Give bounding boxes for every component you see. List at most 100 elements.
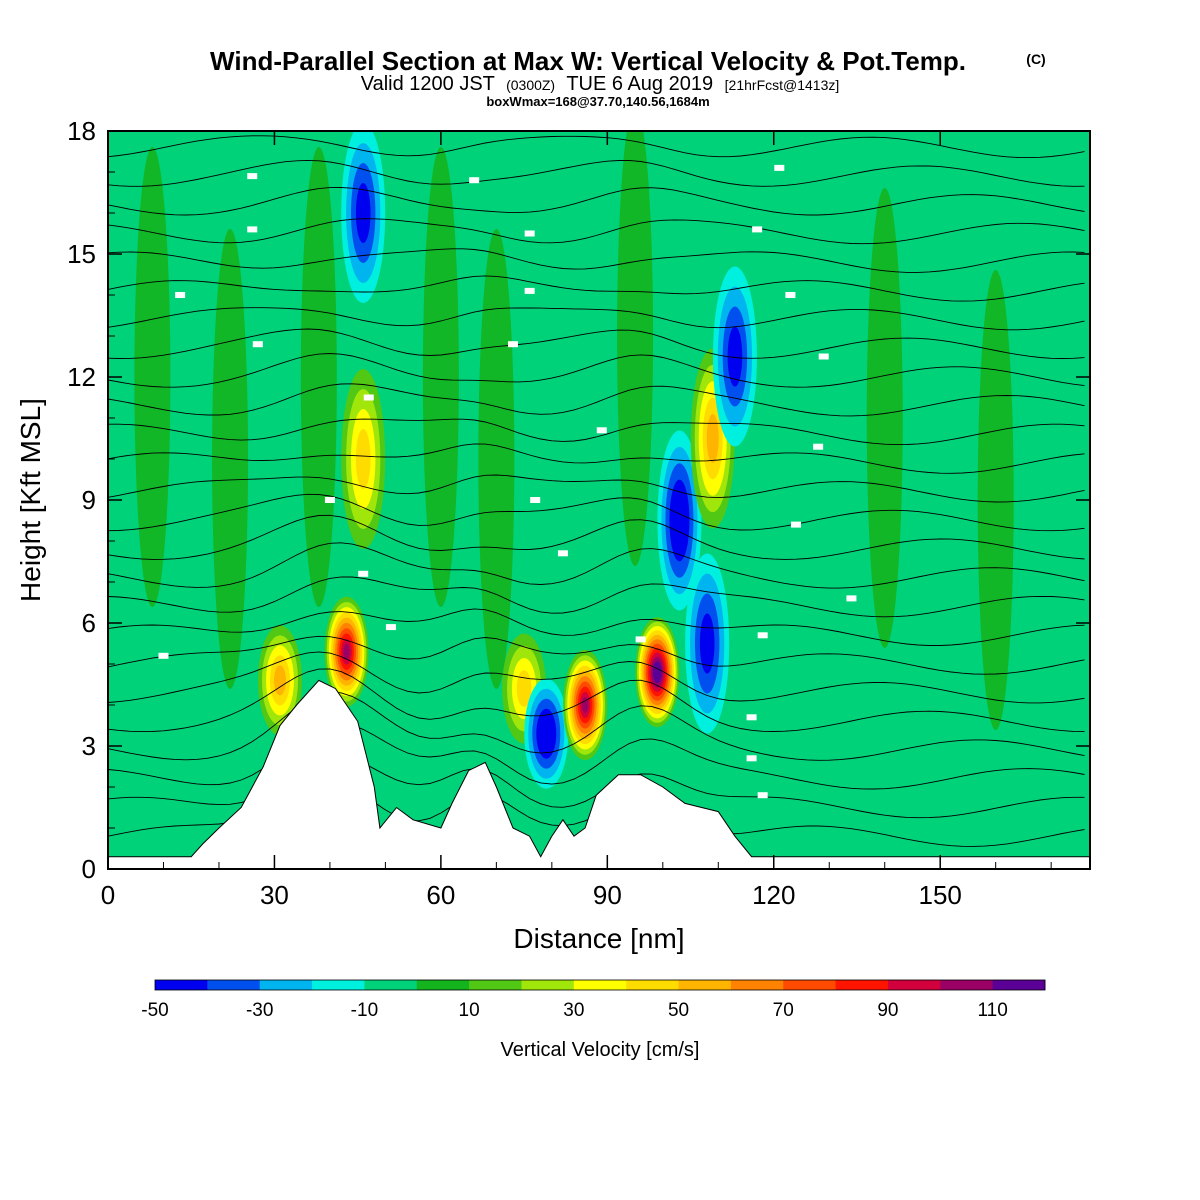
y-tick-label: 6 xyxy=(82,608,96,638)
x-tick-label: 90 xyxy=(593,880,622,910)
contour-label xyxy=(846,595,857,602)
y-tick-label: 12 xyxy=(67,362,96,392)
x-tick-label: 150 xyxy=(919,880,962,910)
colorbar-swatch xyxy=(940,980,994,990)
contour-label xyxy=(774,164,785,171)
colorbar-label: 30 xyxy=(563,1000,584,1021)
velocity-band xyxy=(866,188,903,648)
velocity-band xyxy=(134,147,171,607)
contour-label xyxy=(757,632,768,639)
y-tick-label: 9 xyxy=(82,485,96,515)
contour-label xyxy=(469,177,480,184)
contour-label xyxy=(324,497,335,503)
contour-label xyxy=(785,292,796,298)
velocity-band xyxy=(478,229,515,689)
velocity-level xyxy=(581,697,589,713)
colorbar-frame xyxy=(154,979,1046,991)
vertical-velocity-field xyxy=(134,131,1014,789)
colorbar-swatch xyxy=(416,980,470,990)
y-axis: 0 3 6 9 12 15 18 xyxy=(67,116,1090,884)
x-axis: 0 30 60 90 120 150 xyxy=(101,131,1052,910)
theta-contour xyxy=(108,474,1085,503)
contour-label xyxy=(358,570,369,577)
theta-contour xyxy=(108,383,1085,417)
y-tick-label: 0 xyxy=(82,854,96,884)
velocity-level xyxy=(516,670,532,707)
contour-label xyxy=(813,443,824,450)
contour-label xyxy=(252,341,263,348)
theta-contour xyxy=(108,159,1085,187)
theta-contour xyxy=(108,493,1085,532)
theta-contour xyxy=(108,275,1085,302)
colorbar-swatch xyxy=(364,980,418,990)
x-tick-label: 30 xyxy=(260,880,289,910)
theta-contour xyxy=(108,542,1085,589)
y-tick-label: 18 xyxy=(67,116,96,146)
contour-label xyxy=(757,792,768,799)
velocity-level xyxy=(673,495,686,546)
colorbar-swatch xyxy=(887,980,941,990)
velocity-level xyxy=(540,718,553,749)
theta-contour xyxy=(108,635,1085,675)
colorbar-swatch xyxy=(207,980,261,990)
theta-contour xyxy=(108,651,1085,704)
contour-label xyxy=(596,427,607,434)
velocity-cell xyxy=(635,617,680,728)
contour-label xyxy=(175,292,186,298)
theta-contour xyxy=(108,353,1085,388)
y-tick-label: 3 xyxy=(82,731,96,761)
velocity-level xyxy=(273,665,286,696)
colorbar-swatch xyxy=(469,980,522,990)
colorbar-swatch xyxy=(835,980,889,990)
plot-background xyxy=(108,131,1090,869)
colorbar-swatch xyxy=(626,980,680,990)
colorbar-title: Vertical Velocity [cm/s] xyxy=(501,1039,700,1061)
x-tick-label: 60 xyxy=(426,880,455,910)
contour-label xyxy=(363,394,374,401)
theta-contour xyxy=(108,218,1085,245)
forecast-info: [21hrFcst@1413z] xyxy=(725,77,840,93)
contour-label xyxy=(746,755,757,762)
theta-contour xyxy=(108,106,1085,129)
contour-label xyxy=(385,624,396,631)
contour-label xyxy=(530,497,541,503)
box-wmax-info: boxWmax=168@37.70,140.56,1684m xyxy=(486,94,709,109)
copyright-mark: (C) xyxy=(1026,51,1045,67)
velocity-cell xyxy=(657,430,702,611)
velocity-level xyxy=(706,413,719,464)
contour-label xyxy=(557,550,568,557)
velocity-band xyxy=(212,229,249,689)
velocity-band xyxy=(977,270,1014,730)
velocity-cell xyxy=(324,596,369,707)
valid-date: TUE 6 Aug 2019 xyxy=(566,73,713,95)
velocity-level xyxy=(699,613,715,674)
theta-contour xyxy=(108,668,1085,733)
velocity-cell xyxy=(685,553,730,734)
colorbar-label: 90 xyxy=(877,1000,898,1021)
x-axis-title: Distance [nm] xyxy=(513,923,684,954)
colorbar-label: -50 xyxy=(141,1000,168,1021)
x-tick-label: 0 xyxy=(101,880,115,910)
valid-time: Valid 1200 JST (0300Z) TUE 6 Aug 2019 [2… xyxy=(361,73,840,95)
theta-contour xyxy=(108,514,1085,560)
colorbar-swatch xyxy=(992,980,1046,990)
colorbar-swatch xyxy=(521,980,575,990)
contour-label xyxy=(247,173,258,180)
theta-contour xyxy=(108,576,1085,618)
velocity-band xyxy=(422,147,459,607)
velocity-cell xyxy=(563,650,608,760)
theta-contour xyxy=(108,328,1085,359)
contour-label xyxy=(508,341,519,348)
terrain xyxy=(108,679,1090,869)
theta-contour xyxy=(108,248,1085,273)
velocity-band xyxy=(300,147,337,607)
contour-label xyxy=(635,636,646,643)
colorbar-label: 50 xyxy=(668,1000,689,1021)
velocity-level xyxy=(355,183,371,243)
y-axis-title: Height [Kft MSL] xyxy=(15,398,46,602)
colorbar-swatch xyxy=(783,980,837,990)
contour-label xyxy=(524,230,535,237)
valid-jst: Valid 1200 JST xyxy=(361,73,495,95)
y-tick-label: 15 xyxy=(67,239,96,269)
